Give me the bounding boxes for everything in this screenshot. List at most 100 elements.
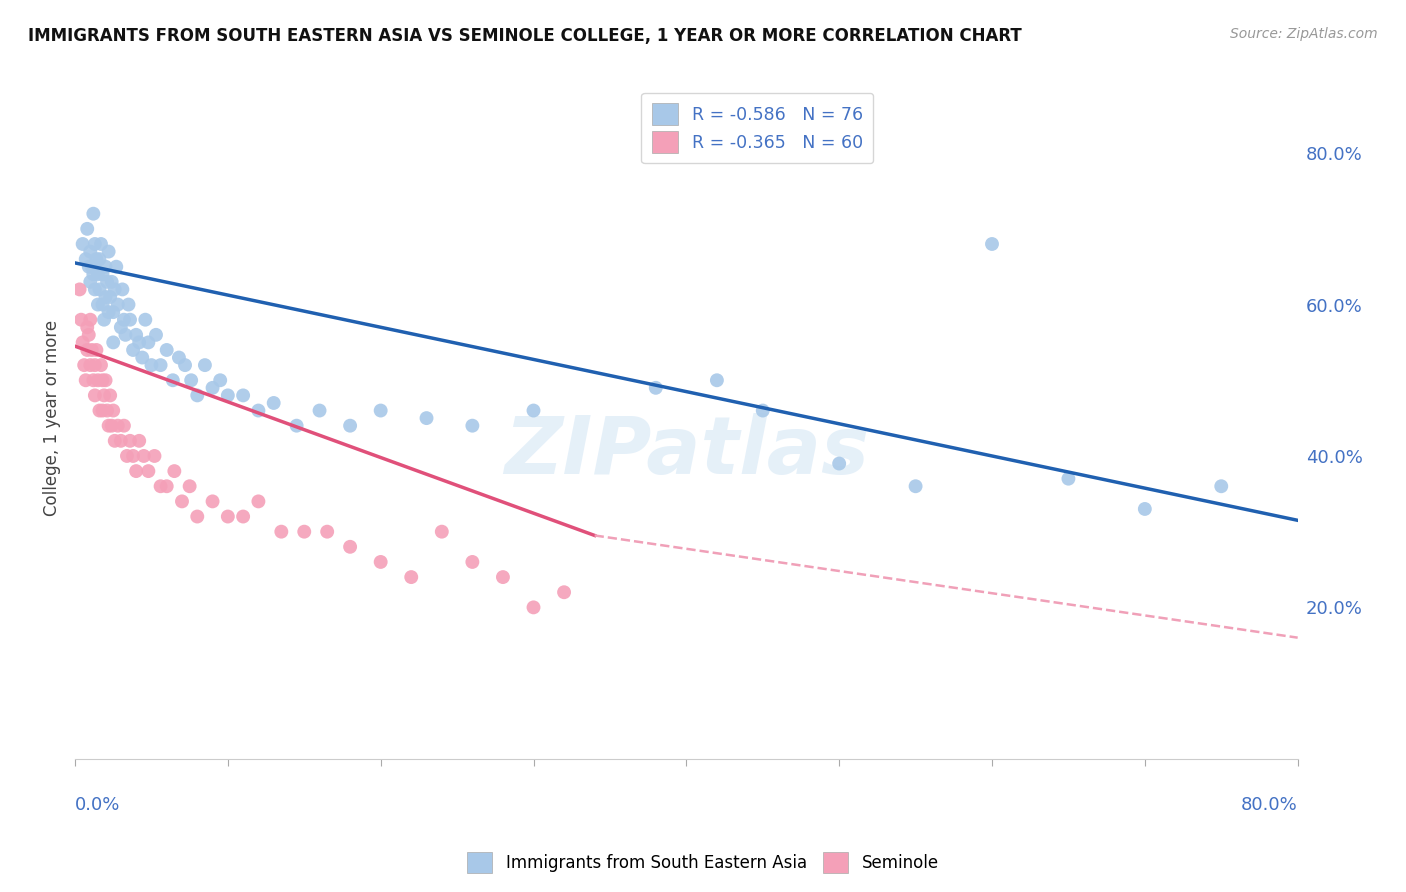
Point [415, 411, 437, 425]
Point [308, 403, 330, 417]
Point [141, 358, 163, 372]
Point [77, 260, 100, 274]
Point [105, 260, 128, 274]
Point [83, 358, 105, 372]
Point [201, 381, 224, 395]
Point [72, 335, 94, 350]
Point [77, 327, 100, 342]
Point [94, 290, 117, 304]
Point [232, 388, 254, 402]
Point [167, 351, 190, 365]
Point [93, 312, 115, 326]
Point [91, 373, 114, 387]
Point [138, 335, 160, 350]
Point [89, 252, 111, 267]
Point [370, 403, 392, 417]
Point [94, 260, 117, 274]
Point [80, 343, 103, 357]
Point [128, 335, 150, 350]
Point [461, 418, 484, 433]
Point [179, 479, 201, 493]
Point [103, 335, 125, 350]
Point [132, 449, 155, 463]
Point [87, 297, 110, 311]
Point [209, 373, 232, 387]
Point [76, 343, 98, 357]
Point [89, 403, 111, 417]
Point [904, 479, 927, 493]
Point [217, 388, 239, 402]
Point [91, 297, 114, 311]
Point [399, 570, 422, 584]
Point [83, 388, 105, 402]
Point [76, 320, 98, 334]
Point [285, 418, 308, 433]
Point [111, 282, 134, 296]
Point [1133, 502, 1156, 516]
Point [75, 252, 97, 267]
Point [117, 297, 139, 311]
Point [170, 494, 193, 508]
Point [82, 267, 104, 281]
Point [461, 555, 484, 569]
Point [162, 373, 184, 387]
Point [96, 403, 118, 417]
Point [118, 434, 141, 448]
Point [644, 381, 666, 395]
Point [87, 267, 110, 281]
Point [186, 509, 208, 524]
Y-axis label: College, 1 year or more: College, 1 year or more [44, 320, 60, 516]
Point [90, 358, 112, 372]
Point [194, 358, 217, 372]
Point [89, 282, 111, 296]
Point [83, 237, 105, 252]
Point [94, 373, 117, 387]
Point [97, 244, 120, 259]
Point [156, 343, 179, 357]
Point [247, 403, 270, 417]
Text: 80.0%: 80.0% [1241, 797, 1298, 814]
Legend: R = -0.586   N = 76, R = -0.365   N = 60: R = -0.586 N = 76, R = -0.365 N = 60 [641, 93, 873, 163]
Point [97, 418, 120, 433]
Point [115, 449, 138, 463]
Point [370, 555, 392, 569]
Point [91, 403, 114, 417]
Point [107, 418, 129, 433]
Point [149, 358, 172, 372]
Point [103, 305, 125, 319]
Point [80, 260, 103, 274]
Point [138, 464, 160, 478]
Point [91, 267, 114, 281]
Point [149, 479, 172, 493]
Point [270, 524, 292, 539]
Point [118, 312, 141, 326]
Point [104, 434, 127, 448]
Text: 0.0%: 0.0% [75, 797, 121, 814]
Point [87, 373, 110, 387]
Point [107, 297, 129, 311]
Point [163, 464, 186, 478]
Point [98, 290, 121, 304]
Point [100, 275, 122, 289]
Point [131, 351, 153, 365]
Point [79, 358, 101, 372]
Point [73, 358, 96, 372]
Point [752, 403, 775, 417]
Point [96, 275, 118, 289]
Point [217, 509, 239, 524]
Point [69, 282, 91, 296]
Point [79, 275, 101, 289]
Point [292, 524, 315, 539]
Text: ZIPatlas: ZIPatlas [503, 413, 869, 491]
Point [93, 388, 115, 402]
Point [706, 373, 728, 387]
Point [86, 343, 108, 357]
Point [492, 570, 515, 584]
Point [156, 479, 179, 493]
Point [128, 434, 150, 448]
Point [82, 373, 104, 387]
Point [981, 237, 1004, 252]
Point [76, 222, 98, 236]
Point [103, 403, 125, 417]
Point [186, 388, 208, 402]
